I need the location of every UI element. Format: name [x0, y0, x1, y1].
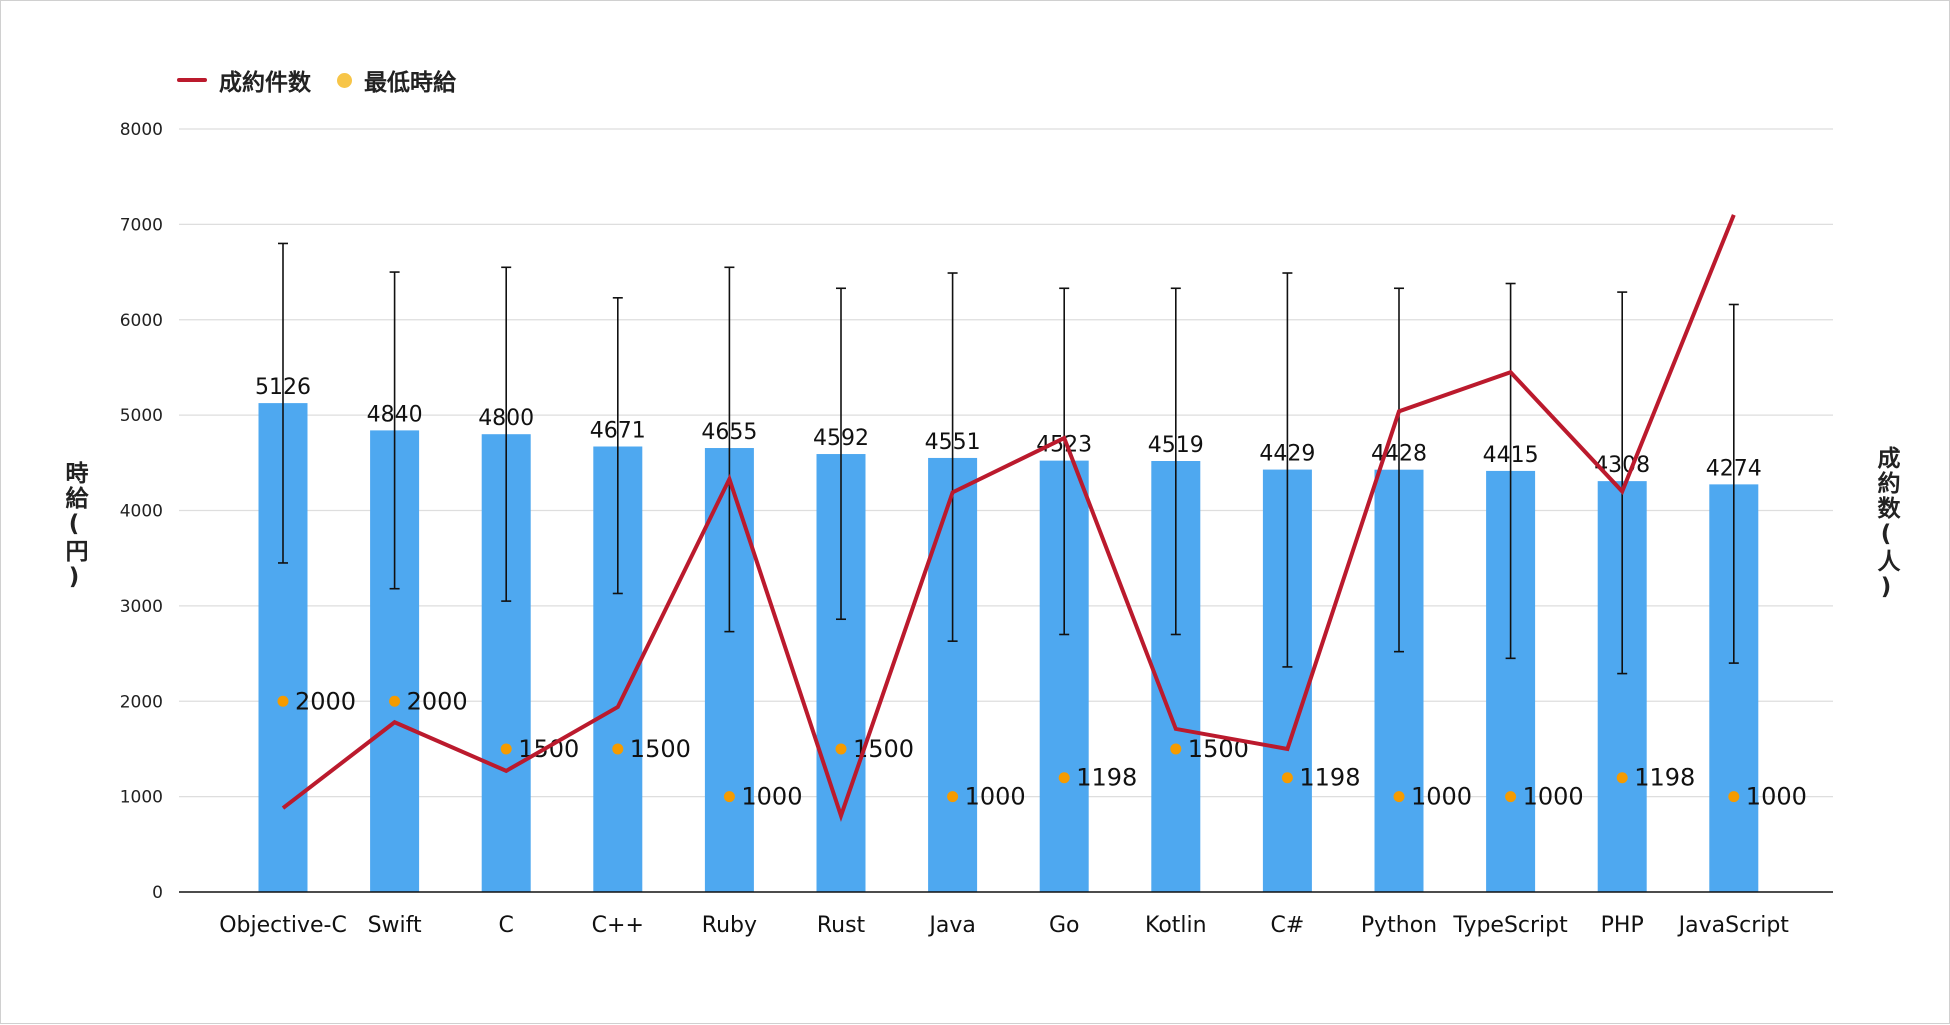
min-wage-point [1393, 791, 1405, 803]
min-wage-point [1058, 772, 1070, 784]
y-axis-title-right: 成約数(人) [1873, 446, 1899, 602]
y-tick-label: 4000 [120, 502, 163, 522]
y-tick-label: 0 [152, 883, 163, 903]
bar-value-label: 4415 [1483, 443, 1539, 468]
min-wage-label: 1198 [1299, 764, 1360, 792]
y-tick-label: 3000 [120, 597, 163, 617]
min-wage-label: 2000 [295, 687, 356, 715]
bar-value-label: 4429 [1259, 442, 1315, 467]
min-wage-point [500, 743, 512, 755]
x-tick-label: TypeScript [1452, 913, 1568, 938]
min-wage-point [1616, 772, 1628, 784]
x-tick-label: Java [927, 913, 975, 938]
bar-value-label: 5126 [255, 375, 311, 400]
x-tick-label: Python [1361, 913, 1437, 938]
x-tick-label: C++ [592, 913, 644, 938]
y-tick-label: 8000 [120, 120, 163, 140]
legend-item-min-wage: 最低時給 [337, 63, 456, 97]
y-axis-title-left: 時給(円) [61, 461, 87, 592]
min-wage-point [947, 791, 959, 803]
min-wage-point [723, 791, 735, 803]
x-tick-label: C# [1271, 913, 1305, 938]
bar-value-label: 4800 [478, 406, 534, 431]
min-wage-point [1281, 772, 1293, 784]
legend-label-min-wage: 最低時給 [364, 70, 456, 96]
y-tick-label: 7000 [120, 215, 163, 235]
x-tick-label: Objective-C [219, 913, 347, 938]
min-wage-label: 1198 [1076, 764, 1137, 792]
min-wage-label: 1000 [1746, 783, 1807, 811]
min-wage-point [1505, 791, 1517, 803]
legend-dot-swatch [337, 72, 352, 88]
y-tick-label: 5000 [120, 406, 163, 426]
min-wage-label: 1500 [630, 735, 691, 763]
legend-line-swatch [177, 78, 207, 82]
y-tick-label: 1000 [120, 788, 163, 808]
x-tick-label: PHP [1601, 913, 1644, 938]
bar-value-label: 4551 [925, 430, 981, 455]
bar-value-label: 4274 [1706, 456, 1762, 481]
min-wage-point [1170, 743, 1182, 755]
min-wage-label: 1000 [1411, 783, 1472, 811]
min-wage-label: 1000 [965, 783, 1026, 811]
x-tick-label: Kotlin [1145, 913, 1207, 938]
x-tick-label: JavaScript [1677, 913, 1790, 938]
min-wage-point [277, 695, 289, 707]
legend: 成約件数 最低時給 [177, 63, 482, 97]
x-tick-label: Go [1049, 913, 1080, 938]
min-wage-point [1728, 791, 1740, 803]
legend-item-contracts: 成約件数 [177, 63, 311, 97]
bar-value-label: 4592 [813, 426, 869, 451]
bar-value-label: 4308 [1594, 453, 1650, 478]
x-tick-label: Ruby [702, 913, 757, 938]
bar-value-label: 4840 [367, 402, 423, 427]
min-wage-label: 2000 [407, 687, 468, 715]
x-tick-label: Rust [817, 913, 866, 938]
legend-label-contracts: 成約件数 [219, 70, 311, 96]
x-tick-label: C [499, 913, 514, 938]
min-wage-point [612, 743, 624, 755]
bar-value-label: 4519 [1148, 433, 1204, 458]
x-tick-label: Swift [368, 913, 422, 938]
contracts-line [281, 214, 1736, 822]
bar-value-label: 4671 [590, 419, 646, 444]
min-wage-point [389, 695, 401, 707]
y-tick-label: 6000 [120, 311, 163, 331]
y-tick-label: 2000 [120, 692, 163, 712]
bar-value-label: 4655 [701, 420, 757, 445]
min-wage-point [835, 743, 847, 755]
min-wage-label: 1000 [1523, 783, 1584, 811]
min-wage-label: 1198 [1634, 764, 1695, 792]
bar-value-label: 4428 [1371, 442, 1427, 467]
min-wage-label: 1000 [741, 783, 802, 811]
